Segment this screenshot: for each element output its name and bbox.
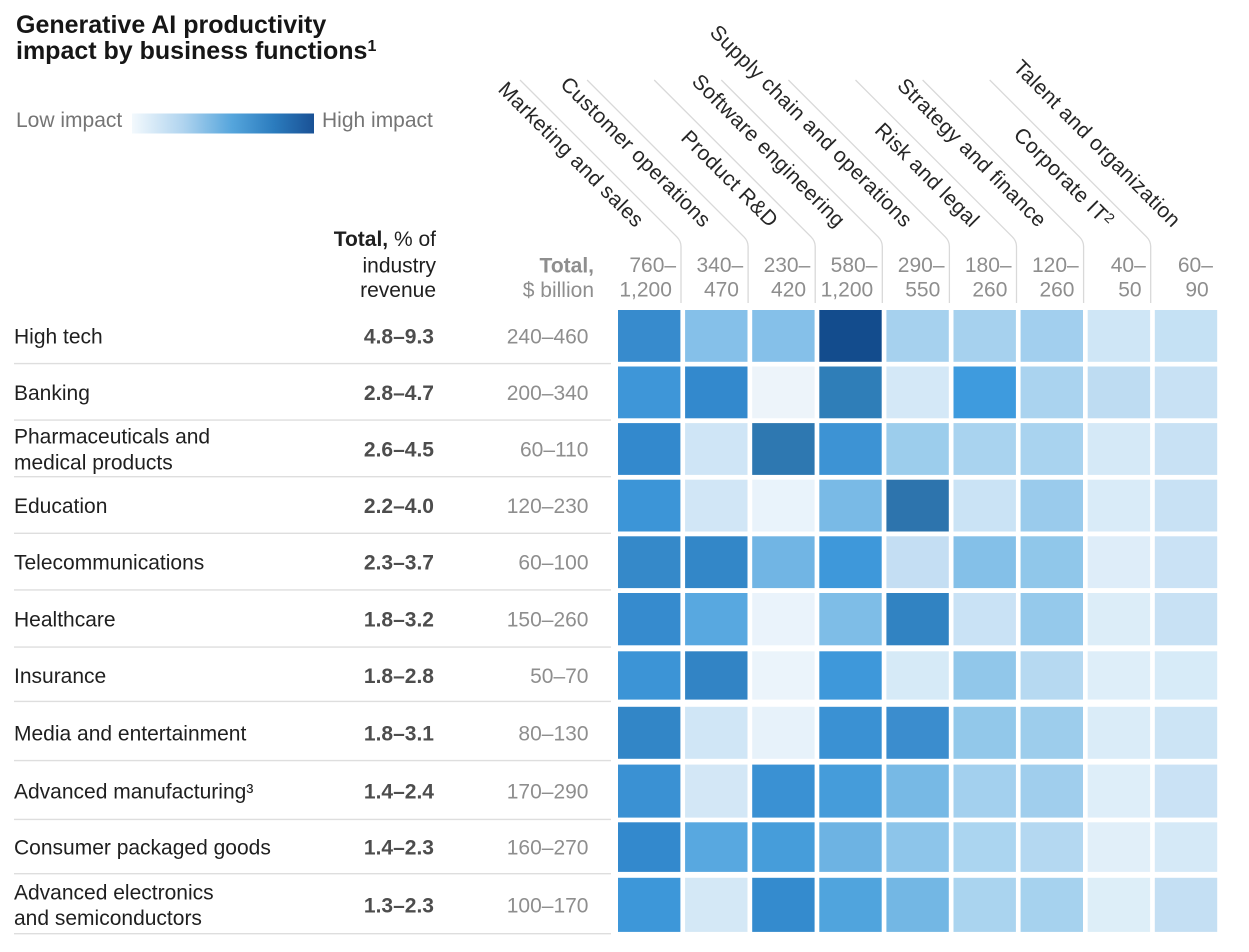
- svg-text:240–460: 240–460: [507, 325, 589, 348]
- svg-text:revenue: revenue: [360, 279, 436, 302]
- svg-text:2.2–4.0: 2.2–4.0: [364, 495, 434, 518]
- svg-text:50: 50: [1118, 279, 1141, 302]
- svg-text:Pharmaceuticals and: Pharmaceuticals and: [14, 426, 210, 449]
- svg-text:Low impact: Low impact: [16, 109, 122, 132]
- svg-text:and semiconductors: and semiconductors: [14, 907, 202, 930]
- svg-text:1.3–2.3: 1.3–2.3: [364, 894, 434, 917]
- svg-text:Banking: Banking: [14, 382, 90, 405]
- svg-text:1.8–2.8: 1.8–2.8: [364, 665, 434, 688]
- svg-text:1.4–2.4: 1.4–2.4: [364, 781, 434, 804]
- svg-text:60–: 60–: [1178, 254, 1213, 277]
- svg-text:1,200: 1,200: [821, 279, 874, 302]
- svg-text:760–: 760–: [629, 254, 676, 277]
- svg-text:290–: 290–: [898, 254, 945, 277]
- svg-text:Telecommunications: Telecommunications: [14, 552, 204, 575]
- svg-text:2.3–3.7: 2.3–3.7: [364, 552, 434, 575]
- svg-text:120–: 120–: [1032, 254, 1079, 277]
- svg-text:1.8–3.2: 1.8–3.2: [364, 609, 434, 632]
- svg-text:Advanced manufacturing³: Advanced manufacturing³: [14, 781, 253, 804]
- svg-text:80–130: 80–130: [518, 722, 588, 745]
- svg-text:580–: 580–: [831, 254, 878, 277]
- svg-text:Total,: Total,: [540, 255, 594, 278]
- svg-text:1.4–2.3: 1.4–2.3: [364, 837, 434, 860]
- svg-text:medical products: medical products: [14, 451, 173, 474]
- svg-text:160–270: 160–270: [507, 837, 589, 860]
- svg-text:Generative AI productivity: Generative AI productivity: [16, 11, 326, 39]
- svg-text:120–230: 120–230: [507, 495, 589, 518]
- svg-text:1.8–3.1: 1.8–3.1: [364, 722, 434, 745]
- svg-text:420: 420: [771, 279, 806, 302]
- svg-text:90: 90: [1185, 279, 1208, 302]
- svg-text:Healthcare: Healthcare: [14, 609, 116, 632]
- svg-text:Consumer packaged goods: Consumer packaged goods: [14, 837, 271, 860]
- svg-text:340–: 340–: [696, 254, 743, 277]
- svg-text:100–170: 100–170: [507, 894, 589, 917]
- svg-text:High impact: High impact: [322, 109, 433, 132]
- svg-text:60–110: 60–110: [520, 439, 589, 462]
- svg-text:40–: 40–: [1111, 254, 1146, 277]
- svg-text:230–: 230–: [764, 254, 811, 277]
- svg-text:470: 470: [704, 279, 739, 302]
- svg-text:1,200: 1,200: [619, 279, 672, 302]
- svg-text:200–340: 200–340: [507, 382, 589, 405]
- svg-text:4.8–9.3: 4.8–9.3: [364, 325, 434, 348]
- svg-text:180–: 180–: [965, 254, 1012, 277]
- svg-text:2.8–4.7: 2.8–4.7: [364, 382, 434, 405]
- svg-text:150–260: 150–260: [507, 609, 589, 632]
- svg-text:industry: industry: [362, 255, 436, 278]
- svg-text:550: 550: [905, 279, 940, 302]
- svg-text:$ billion: $ billion: [523, 279, 594, 302]
- svg-text:High tech: High tech: [14, 325, 103, 348]
- svg-text:2.6–4.5: 2.6–4.5: [364, 439, 434, 462]
- svg-text:impact by business functions1: impact by business functions1: [16, 37, 376, 65]
- svg-text:60–100: 60–100: [518, 552, 588, 575]
- svg-text:260: 260: [1039, 279, 1074, 302]
- svg-text:260: 260: [972, 279, 1007, 302]
- svg-text:50–70: 50–70: [530, 665, 588, 688]
- svg-text:170–290: 170–290: [507, 781, 589, 804]
- svg-text:Advanced electronics: Advanced electronics: [14, 882, 214, 905]
- svg-text:Insurance: Insurance: [14, 665, 106, 688]
- svg-text:Education: Education: [14, 495, 107, 518]
- svg-text:Media and entertainment: Media and entertainment: [14, 722, 246, 745]
- svg-text:Total, % of: Total, % of: [334, 228, 436, 251]
